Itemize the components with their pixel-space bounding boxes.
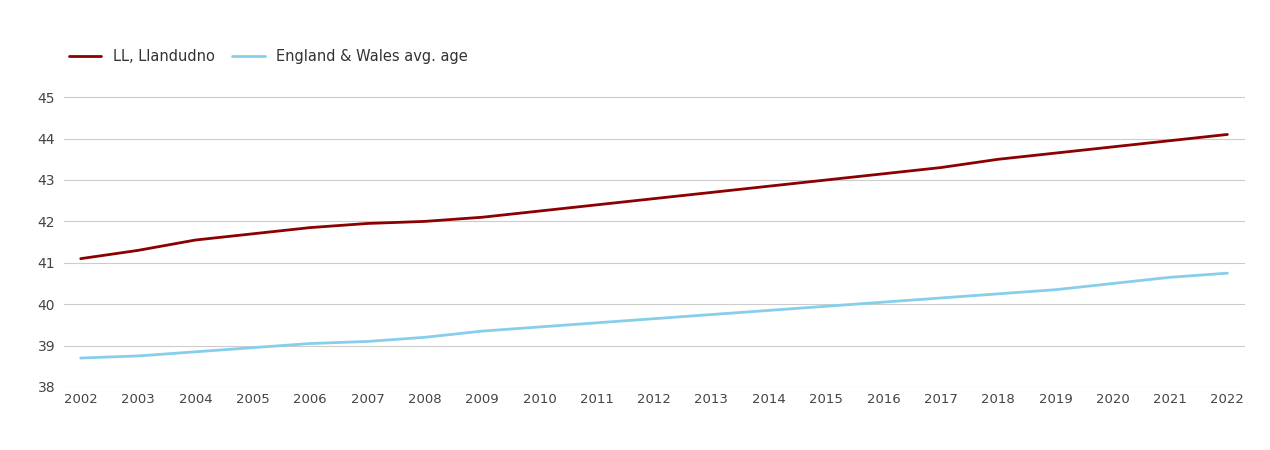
England & Wales avg. age	[761, 308, 776, 313]
LL, Llandudno	[131, 248, 146, 253]
England & Wales avg. age	[646, 316, 662, 321]
England & Wales avg. age	[532, 324, 547, 330]
England & Wales avg. age	[704, 312, 719, 317]
LL, Llandudno	[704, 190, 719, 195]
LL, Llandudno	[1219, 132, 1234, 137]
England & Wales avg. age	[1048, 287, 1063, 292]
LL, Llandudno	[188, 237, 203, 243]
LL, Llandudno	[417, 219, 432, 224]
England & Wales avg. age	[417, 335, 432, 340]
LL, Llandudno	[302, 225, 318, 230]
Legend: LL, Llandudno, England & Wales avg. age: LL, Llandudno, England & Wales avg. age	[64, 44, 474, 70]
England & Wales avg. age	[359, 339, 375, 344]
Line: England & Wales avg. age: England & Wales avg. age	[81, 273, 1227, 358]
England & Wales avg. age	[991, 291, 1006, 297]
LL, Llandudno	[74, 256, 89, 261]
England & Wales avg. age	[818, 304, 833, 309]
Line: LL, Llandudno: LL, Llandudno	[81, 135, 1227, 259]
England & Wales avg. age	[475, 328, 490, 334]
LL, Llandudno	[818, 177, 833, 183]
England & Wales avg. age	[1219, 270, 1234, 276]
LL, Llandudno	[532, 208, 547, 214]
LL, Llandudno	[359, 221, 375, 226]
LL, Llandudno	[1048, 150, 1063, 156]
LL, Llandudno	[933, 165, 949, 170]
England & Wales avg. age	[188, 349, 203, 355]
England & Wales avg. age	[933, 295, 949, 301]
LL, Llandudno	[876, 171, 892, 176]
England & Wales avg. age	[245, 345, 260, 351]
LL, Llandudno	[761, 184, 776, 189]
England & Wales avg. age	[589, 320, 605, 325]
England & Wales avg. age	[876, 299, 892, 305]
LL, Llandudno	[646, 196, 662, 201]
LL, Llandudno	[245, 231, 260, 237]
LL, Llandudno	[991, 157, 1006, 162]
England & Wales avg. age	[302, 341, 318, 346]
LL, Llandudno	[475, 215, 490, 220]
England & Wales avg. age	[131, 353, 146, 359]
LL, Llandudno	[1162, 138, 1177, 144]
England & Wales avg. age	[1105, 281, 1120, 286]
LL, Llandudno	[589, 202, 605, 207]
LL, Llandudno	[1105, 144, 1120, 149]
England & Wales avg. age	[74, 356, 89, 361]
England & Wales avg. age	[1162, 274, 1177, 280]
